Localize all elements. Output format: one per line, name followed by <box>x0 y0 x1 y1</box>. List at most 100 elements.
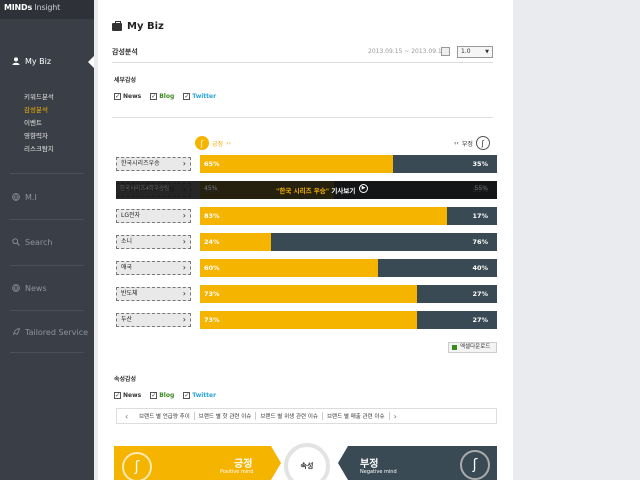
positive-banner-sub: Positive mind <box>220 469 254 475</box>
sidebar: MINDs Insight My Biz 키워드분석 감성분석 이벤트 영향력자… <box>0 0 94 480</box>
main-area: My Biz 감성분석 2013.09.15 ~ 2013.09.18 1.0 … <box>94 0 640 480</box>
bar-row[interactable]: 65% 35% <box>200 155 497 173</box>
checkbox-twitter[interactable]: ✓ <box>183 392 191 399</box>
attribute-center[interactable]: 속성 <box>284 443 330 480</box>
excel-download-button[interactable]: 엑셀다운로드 <box>448 342 497 353</box>
checkbox-news[interactable]: ✓ <box>114 392 121 399</box>
negative-bar[interactable]: 17% <box>446 207 497 225</box>
page-title: My Biz <box>112 20 164 32</box>
checkbox-twitter[interactable]: ✓ <box>183 93 191 100</box>
filter-blog[interactable]: ✓ Blog <box>150 392 175 399</box>
filter-news[interactable]: ✓ News <box>114 392 142 399</box>
calendar-icon[interactable] <box>441 47 450 56</box>
filter-blog[interactable]: ✓ Blog <box>150 93 175 100</box>
positive-mind-icon: ʃ <box>122 452 152 480</box>
chevron-right-icon[interactable]: › <box>393 411 397 421</box>
positive-bar[interactable]: 73% <box>200 311 417 329</box>
divider <box>10 173 84 174</box>
sidebar-item-my-biz[interactable]: My Biz <box>0 51 94 71</box>
sidebar-item-label: Search <box>25 237 53 247</box>
sidebar-item-label: M.I <box>25 192 37 202</box>
bar-row[interactable]: 73% 27% <box>200 311 497 329</box>
bar-category-label[interactable]: 애국 <box>116 261 191 275</box>
overlay-positive-value: 45% <box>204 185 218 192</box>
bar-category-label[interactable]: 두산 <box>116 313 191 327</box>
date-range: 2013.09.15 ~ 2013.09.18 <box>368 48 446 55</box>
sidebar-item-tailored-service[interactable]: Tailored Service <box>0 322 94 342</box>
negative-mind-icon: ʃ <box>460 450 490 480</box>
filter-twitter[interactable]: ✓ Twitter <box>183 392 217 399</box>
checkbox-news[interactable]: ✓ <box>114 93 121 100</box>
issue-tab[interactable]: 브랜드 별 매출 관련 이슈 <box>323 412 390 420</box>
bar-row[interactable]: 73% 27% <box>200 285 497 303</box>
negative-mind-icon: ʃ <box>475 136 490 150</box>
sidebar-item-search[interactable]: Search <box>0 232 94 252</box>
sidebar-item-mi[interactable]: M.I <box>0 187 94 207</box>
tooltip-text[interactable]: "한국 시리즈 우승" 기사보기 <box>276 187 356 195</box>
negative-banner[interactable]: 부정 Negative mind ʃ <box>338 446 497 480</box>
positive-bar[interactable]: 60% <box>200 259 379 277</box>
negative-bar[interactable]: 76% <box>271 233 497 251</box>
negative-banner-title: 부정 <box>360 459 379 470</box>
globe-icon <box>12 284 20 292</box>
sidebar-item-label: Tailored Service <box>25 327 89 337</box>
divider <box>10 265 84 266</box>
sidebar-subnav: 키워드분석 감성분석 이벤트 영향력자 리스크탐지 <box>24 91 54 156</box>
positive-bar[interactable]: 24% <box>200 233 272 251</box>
positive-bar[interactable]: 65% <box>200 155 394 173</box>
negative-bar[interactable]: 27% <box>416 311 497 329</box>
divider <box>112 62 493 63</box>
bar-category-label[interactable]: 한국시리즈우승 <box>116 157 191 171</box>
sidebar-item-label: News <box>25 283 47 293</box>
overlay-row-label: 한국시리즈4회우승팀 <box>120 186 170 192</box>
divider <box>10 310 84 311</box>
issue-tabs: ‹ 브랜드 별 언급량 추이 브랜드 별 핫 관련 이슈 브랜드 별 위생 관련… <box>116 408 497 424</box>
filter-news[interactable]: ✓ News <box>114 93 142 100</box>
detail-section-title: 세부감성 <box>114 77 137 84</box>
article-tooltip[interactable]: 한국시리즈4회우승팀 45% "한국 시리즈 우승" 기사보기 ▶ 55% <box>116 181 497 199</box>
subnav-item-event[interactable]: 이벤트 <box>24 119 42 127</box>
brand-logo[interactable]: MINDs Insight <box>0 0 94 19</box>
legend-positive: ʃ 긍정 ›› <box>195 136 231 150</box>
divider <box>10 352 84 353</box>
positive-bar[interactable]: 83% <box>200 207 447 225</box>
overlay-negative-value: 55% <box>474 185 488 192</box>
checkbox-blog[interactable]: ✓ <box>150 392 158 399</box>
attr-filters: ✓ News ✓ Blog ✓ Twitter <box>114 392 216 399</box>
briefcase-icon <box>112 20 122 31</box>
subnav-item-keyword[interactable]: 키워드분석 <box>24 93 54 101</box>
checkbox-blog[interactable]: ✓ <box>150 93 158 100</box>
positive-banner[interactable]: ʃ 긍정 Positive mind <box>114 446 281 480</box>
issue-tab[interactable]: 브랜드 별 위생 관련 이슈 <box>256 412 323 420</box>
chevron-left-icon[interactable]: ‹ <box>125 411 129 421</box>
bar-category-label[interactable]: 반도체 <box>116 287 191 301</box>
legend-negative: ‹‹ 부정 ʃ <box>454 136 490 150</box>
globe-icon <box>12 193 20 201</box>
subnav-item-influencer[interactable]: 영향력자 <box>24 132 48 140</box>
negative-bar[interactable]: 35% <box>393 155 497 173</box>
divider <box>10 219 84 220</box>
sidebar-item-label: My Biz <box>25 56 52 66</box>
issue-tab[interactable]: 브랜드 별 핫 관련 이슈 <box>195 412 257 420</box>
positive-mind-icon: ʃ <box>195 136 209 150</box>
subnav-item-sentiment[interactable]: 감성분석 <box>24 106 48 114</box>
filter-twitter[interactable]: ✓ Twitter <box>183 93 217 100</box>
negative-banner-sub: Negative mind <box>360 469 397 475</box>
negative-bar[interactable]: 27% <box>416 285 497 303</box>
play-icon[interactable]: ▶ <box>359 184 368 193</box>
period-select[interactable]: 1.0 <box>457 46 493 58</box>
issue-tab[interactable]: 브랜드 별 언급량 추이 <box>135 412 195 420</box>
attr-section-title: 속성감성 <box>114 376 137 383</box>
search-icon <box>12 238 20 246</box>
negative-bar[interactable]: 40% <box>378 259 497 277</box>
bar-row[interactable]: 83% 17% <box>200 207 497 225</box>
bar-category-label[interactable]: 소니 <box>116 235 191 249</box>
subnav-item-risk[interactable]: 리스크탐지 <box>24 145 54 153</box>
positive-bar[interactable]: 73% <box>200 285 417 303</box>
bar-row[interactable]: 24% 76% <box>200 233 497 251</box>
user-icon <box>12 57 20 65</box>
rocket-icon <box>12 328 20 336</box>
bar-category-label[interactable]: LG전자 <box>116 209 191 223</box>
bar-row[interactable]: 60% 40% <box>200 259 497 277</box>
sidebar-item-news[interactable]: News <box>0 278 94 298</box>
